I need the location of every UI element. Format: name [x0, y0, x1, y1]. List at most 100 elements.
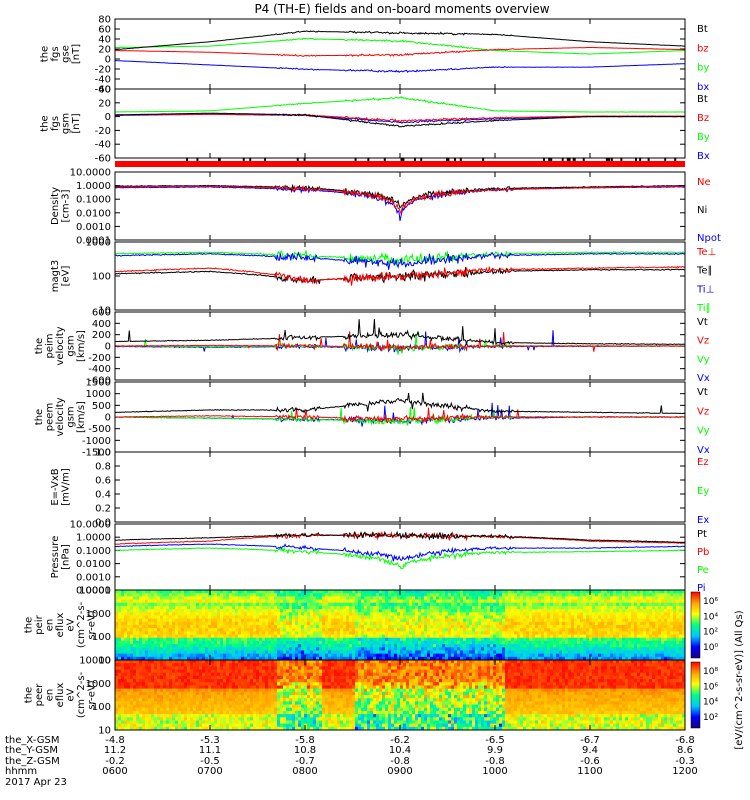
spectrogram-cell [340, 590, 344, 594]
spectrogram-cell [325, 625, 329, 629]
spectrogram-cell [403, 615, 407, 620]
spectrogram-cell [160, 625, 164, 629]
spectrogram-cell [118, 631, 122, 635]
spectrogram-cell [268, 628, 272, 632]
spectrogram-cell [334, 625, 338, 629]
spectrogram-cell [379, 612, 383, 616]
spectrogram-cell [127, 609, 131, 613]
spectrogram-cell [412, 596, 416, 600]
spectrogram-cell [166, 596, 170, 600]
spectrogram-cell [574, 590, 578, 594]
spectrogram-cell [625, 621, 629, 626]
spectrogram-cell [451, 650, 455, 655]
spectrogram-cell [508, 615, 512, 620]
spectrogram-cell [145, 625, 149, 629]
spectrogram-cell [160, 704, 164, 709]
spectrogram-cell [214, 640, 218, 645]
spectrogram-cell [388, 599, 392, 604]
spectrogram-cell [598, 631, 602, 635]
spectrogram-cell [634, 596, 638, 600]
spectrogram-cell [460, 650, 464, 655]
ytick-label: 0.2 [95, 504, 111, 515]
spectrogram-cell [226, 593, 230, 597]
spectrogram-cell [442, 628, 446, 632]
spectrogram-cell [448, 618, 452, 623]
spectrogram-cell [463, 625, 467, 629]
spectrogram-cell [223, 590, 227, 594]
spectrogram-cell [577, 656, 581, 661]
spectrogram-cell [568, 656, 572, 661]
spectrogram-cell [142, 672, 146, 677]
spectrogram-cell [184, 599, 188, 604]
spectrogram-cell [466, 650, 470, 655]
spectrogram-cell [181, 644, 185, 648]
spectrogram-cell [268, 621, 272, 626]
spectrogram-cell [373, 631, 377, 635]
spectrogram-cell [199, 640, 203, 645]
ytick-label: 0.1000 [76, 546, 111, 557]
spectrogram-cell [142, 691, 146, 696]
spectrogram-cell [337, 596, 341, 600]
spectrogram-cell [457, 602, 461, 607]
spectrogram-cell [472, 612, 476, 616]
spectrogram-cell [241, 628, 245, 632]
spectrogram-cell [397, 628, 401, 632]
spectrogram-cell [604, 650, 608, 655]
spectrogram-cell [502, 653, 506, 658]
ylabel-line: peem [45, 403, 56, 431]
spectrogram-cell [118, 647, 122, 651]
spectrogram-cell [568, 650, 572, 655]
spectrogram-cell [301, 650, 305, 655]
spectrogram-cell [550, 637, 554, 642]
spectrogram-cell [151, 710, 155, 715]
spectrogram-cell [670, 650, 674, 655]
spectrogram-cell [346, 609, 350, 613]
spectrogram-cell [157, 634, 161, 639]
spectrogram-cell [331, 640, 335, 645]
spectrogram-cell [391, 590, 395, 594]
spectrogram-cell [592, 618, 596, 623]
spectrogram-cell [514, 596, 518, 600]
spectrogram-cell [202, 590, 206, 594]
spectrogram-cell [394, 621, 398, 626]
spectrogram-cell [541, 615, 545, 620]
spectrogram-cell [397, 640, 401, 645]
spectrogram-cell [535, 656, 539, 661]
spectrogram-cell [277, 650, 281, 655]
spectrogram-cell [223, 593, 227, 597]
spectrogram-cell [121, 714, 125, 718]
spectrogram-cell [565, 631, 569, 635]
spectrogram-cell [682, 590, 686, 594]
spectrogram-cell [448, 599, 452, 604]
spectrogram-cell [379, 628, 383, 632]
ytick-label: 0.0100 [76, 208, 111, 219]
spectrogram-cell [454, 631, 458, 635]
spectrogram-cell [235, 605, 239, 610]
spectrogram-cell [271, 609, 275, 613]
spectrogram-cell [355, 628, 359, 632]
spectrogram-cell [535, 628, 539, 632]
spectrogram-cell [415, 650, 419, 655]
spectrogram-cell [157, 593, 161, 597]
spectrogram-cell [634, 650, 638, 655]
spectrogram-cell [262, 615, 266, 620]
spectrogram-cell [154, 596, 158, 600]
spectrogram-cell [637, 634, 641, 639]
spectrogram-cell [526, 605, 530, 610]
spectrogram-cell [154, 656, 158, 661]
spectrogram-cell [448, 605, 452, 610]
ytick-label: 1.0 [95, 448, 111, 459]
spectrogram-cell [523, 593, 527, 597]
spectrogram-cell [679, 590, 683, 594]
spectrogram-cell [523, 634, 527, 639]
spectrogram-cell [316, 596, 320, 600]
spectrogram-cell [580, 653, 584, 658]
spectrogram-cell [478, 637, 482, 642]
spectrogram-cell [298, 609, 302, 613]
spectrogram-cell [661, 621, 665, 626]
spectrogram-cell [607, 647, 611, 651]
spectrogram-cell [400, 656, 404, 661]
spectrogram-cell [487, 621, 491, 626]
spectrogram-cell [454, 656, 458, 661]
spectrogram-cell [262, 656, 266, 661]
